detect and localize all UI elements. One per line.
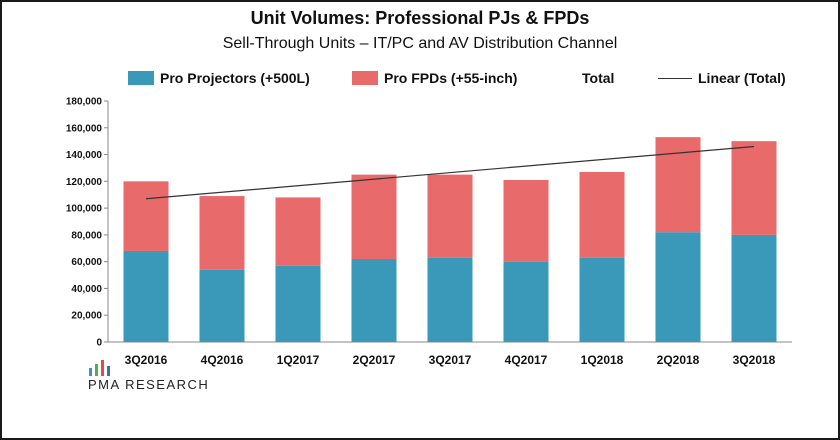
bar-projectors [351,258,397,342]
bar-fpds [275,197,321,266]
x-tick-label: 2Q2018 [657,353,700,367]
legend-swatch-fpds [352,71,378,85]
bar-fpds [579,171,625,258]
legend-label-projectors: Pro Projectors (+500L) [160,70,310,86]
legend-item-total: Total [582,70,614,86]
bar-projectors [731,234,777,342]
logo-bars-icon [89,360,110,376]
y-tick-label: 140,000 [66,150,103,161]
y-tick-label: 100,000 [66,204,103,215]
legend-item-projectors: Pro Projectors (+500L) [128,70,310,86]
x-tick-label: 3Q2018 [733,353,776,367]
pma-research-logo: PMA RESEARCH [88,358,208,398]
bar-projectors [275,265,321,342]
y-tick-label: 180,000 [66,97,103,108]
y-tick-label: 160,000 [66,123,103,134]
x-tick-label: 4Q2016 [201,353,244,367]
legend-label-fpds: Pro FPDs (+55-inch) [384,70,518,86]
x-tick-label: 3Q2016 [125,353,168,367]
trendline-linear-total [145,145,755,200]
legend-item-fpds: Pro FPDs (+55-inch) [352,70,517,86]
y-tick-label: 20,000 [71,311,102,322]
y-tick-label: 40,000 [71,284,102,295]
legend-swatch-projectors [128,71,154,85]
y-tick-label: 120,000 [66,177,103,188]
bar-fpds [427,174,473,258]
legend: Pro Projectors (+500L) Pro FPDs (+55-inc… [0,70,840,90]
x-tick-label: 1Q2017 [277,353,320,367]
legend-line-linear-total [658,77,692,79]
bar-projectors [579,257,625,342]
bar-fpds [351,174,397,259]
logo-text: PMA RESEARCH [88,377,210,392]
legend-label-linear-total: Linear (Total) [698,70,786,86]
bar-fpds [199,196,245,270]
bar-projectors [503,261,549,342]
x-tick-label: 2Q2017 [353,353,396,367]
y-tick-label: 80,000 [71,230,102,241]
bar-projectors [123,250,169,342]
x-tick-label: 3Q2017 [429,353,472,367]
y-tick-label: 0 [96,338,102,349]
x-tick-label: 4Q2017 [505,353,548,367]
chart-subtitle: Sell-Through Units – IT/PC and AV Distri… [222,35,618,52]
legend-item-linear-total: Linear (Total) [658,70,786,86]
legend-label-total: Total [582,70,615,86]
bar-projectors [199,269,245,342]
bar-projectors [655,232,701,342]
bar-fpds [503,179,549,262]
x-tick-label: 1Q2018 [581,353,624,367]
bar-fpds [123,181,169,251]
y-tick-label: 60,000 [71,257,102,268]
bar-fpds [731,141,777,235]
bar-projectors [427,257,473,342]
chart-title: Unit Volumes: Professional PJs & FPDs [250,8,590,28]
